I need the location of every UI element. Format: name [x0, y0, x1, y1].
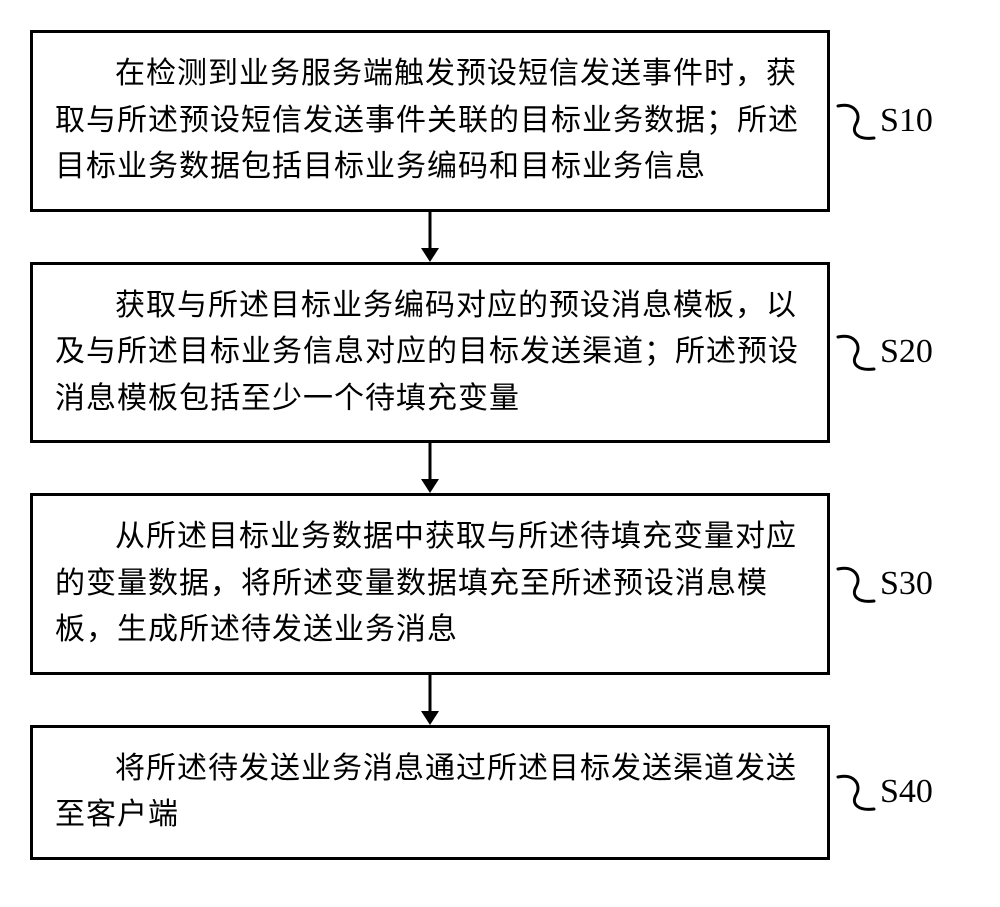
- brace-icon: [836, 100, 876, 142]
- brace-icon: [836, 331, 876, 373]
- step-row: 在检测到业务服务端触发预设短信发送事件时，获取与所述预设短信发送事件关联的目标业…: [30, 30, 970, 212]
- step-label-cell: S40: [830, 771, 970, 813]
- step-row: 获取与所述目标业务编码对应的预设消息模板，以及与所述目标业务信息对应的目标发送渠…: [30, 262, 970, 444]
- step-box-s40: 将所述待发送业务消息通过所述目标发送渠道发送至客户端: [30, 725, 830, 860]
- brace-icon: [836, 563, 876, 605]
- step-row: 从所述目标业务数据中获取与所述待填充变量对应的变量数据，将所述变量数据填充至所述…: [30, 493, 970, 675]
- step-label-s10: S10: [880, 102, 933, 140]
- step-box-s30: 从所述目标业务数据中获取与所述待填充变量对应的变量数据，将所述变量数据填充至所述…: [30, 493, 830, 675]
- brace-icon: [836, 771, 876, 813]
- step-label-s30: S30: [880, 565, 933, 603]
- step-label-s20: S20: [880, 333, 933, 371]
- step-row: 将所述待发送业务消息通过所述目标发送渠道发送至客户端 S40: [30, 725, 970, 860]
- arrow-connector: [30, 443, 830, 493]
- step-label-cell: S20: [830, 331, 970, 373]
- arrow-down-icon: [418, 212, 442, 262]
- step-label-s40: S40: [880, 773, 933, 811]
- arrow-down-icon: [418, 675, 442, 725]
- arrow-connector: [30, 212, 830, 262]
- flowchart-container: 在检测到业务服务端触发预设短信发送事件时，获取与所述预设短信发送事件关联的目标业…: [30, 30, 970, 860]
- arrow-down-icon: [418, 443, 442, 493]
- step-box-s10: 在检测到业务服务端触发预设短信发送事件时，获取与所述预设短信发送事件关联的目标业…: [30, 30, 830, 212]
- step-label-cell: S30: [830, 563, 970, 605]
- step-label-cell: S10: [830, 100, 970, 142]
- step-box-s20: 获取与所述目标业务编码对应的预设消息模板，以及与所述目标业务信息对应的目标发送渠…: [30, 262, 830, 444]
- arrow-connector: [30, 675, 830, 725]
